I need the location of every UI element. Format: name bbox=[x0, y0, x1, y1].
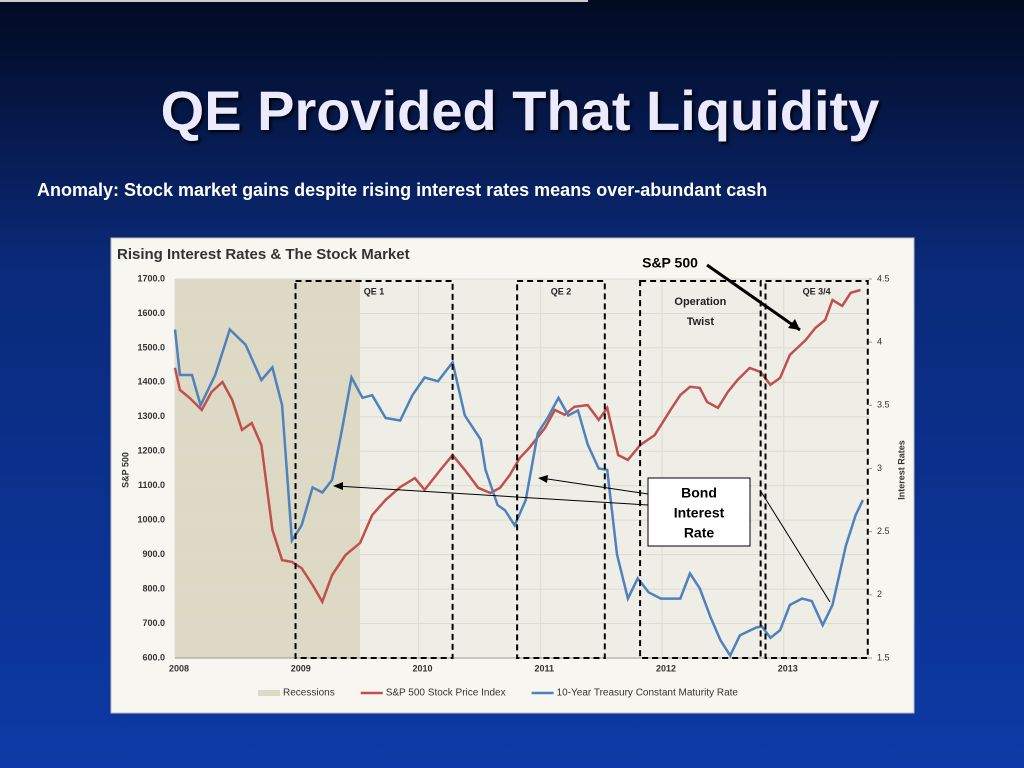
series-line bbox=[173, 288, 861, 605]
y-tick-label: 1300.0 bbox=[137, 411, 165, 421]
arrow-head bbox=[788, 319, 800, 330]
series-line bbox=[173, 327, 865, 659]
callout-box bbox=[647, 477, 751, 547]
y2-tick-label: 4 bbox=[877, 337, 882, 347]
y-axis-title: S&P 500 bbox=[120, 452, 130, 488]
period-box bbox=[516, 280, 606, 659]
x-tick-label: 2010 bbox=[412, 663, 432, 673]
period-box bbox=[294, 280, 454, 659]
callout-arrow bbox=[540, 477, 649, 495]
arrow-head bbox=[333, 482, 343, 490]
y2-tick-label: 2.5 bbox=[877, 526, 890, 536]
x-tick-label: 2013 bbox=[778, 663, 798, 673]
callout-line bbox=[759, 489, 831, 603]
y-tick-label: 1700.0 bbox=[137, 273, 165, 283]
y-tick-label: 1400.0 bbox=[137, 377, 165, 387]
period-box bbox=[639, 280, 762, 659]
y-tick-label: 1500.0 bbox=[137, 342, 165, 352]
x-tick-label: 2011 bbox=[534, 663, 554, 673]
recession-band bbox=[175, 279, 361, 658]
legend-label: 10-Year Treasury Constant Maturity Rate bbox=[557, 688, 739, 699]
x-tick-label: 2009 bbox=[291, 663, 311, 673]
callout-label: Interest bbox=[674, 505, 725, 521]
y2-tick-label: 4.5 bbox=[877, 273, 890, 283]
period-label: Twist bbox=[687, 316, 715, 328]
callout-label: Rate bbox=[684, 525, 715, 541]
legend-label: S&P 500 Stock Price Index bbox=[386, 688, 506, 699]
y2-tick-label: 1.5 bbox=[877, 652, 890, 662]
y-tick-label: 1100.0 bbox=[138, 480, 165, 490]
period-label: QE 2 bbox=[551, 286, 572, 296]
callout-label: S&P 500 bbox=[642, 255, 698, 271]
y2-axis-title: Interest Rates bbox=[896, 440, 906, 500]
y2-tick-label: 2 bbox=[877, 589, 882, 599]
y-tick-label: 700.0 bbox=[142, 618, 165, 628]
slide-title: QE Provided That Liquidity bbox=[160, 79, 880, 142]
callout-arrow bbox=[706, 263, 801, 332]
y2-tick-label: 3.5 bbox=[877, 400, 890, 410]
period-label: QE 3/4 bbox=[803, 286, 831, 296]
period-label: QE 1 bbox=[364, 286, 385, 296]
callout-arrow bbox=[335, 485, 649, 506]
top-strip bbox=[0, 0, 588, 2]
callout-label: Bond bbox=[681, 485, 717, 501]
y-tick-label: 800.0 bbox=[142, 583, 165, 593]
x-tick-label: 2008 bbox=[169, 663, 189, 673]
legend-label: Recessions bbox=[283, 688, 335, 699]
slide-subtitle: Anomaly: Stock market gains despite risi… bbox=[37, 180, 768, 200]
y-tick-label: 600.0 bbox=[142, 652, 165, 662]
period-box bbox=[764, 280, 869, 659]
y-tick-label: 900.0 bbox=[142, 549, 165, 559]
y2-tick-label: 3 bbox=[877, 463, 882, 473]
y-tick-label: 1600.0 bbox=[137, 308, 165, 318]
period-label: Operation bbox=[674, 296, 726, 308]
x-tick-label: 2012 bbox=[656, 663, 676, 673]
y-tick-label: 1000.0 bbox=[137, 515, 165, 525]
y-tick-label: 1200.0 bbox=[137, 446, 165, 456]
arrow-head bbox=[538, 475, 548, 483]
chart-title: Rising Interest Rates & The Stock Market bbox=[117, 246, 410, 263]
